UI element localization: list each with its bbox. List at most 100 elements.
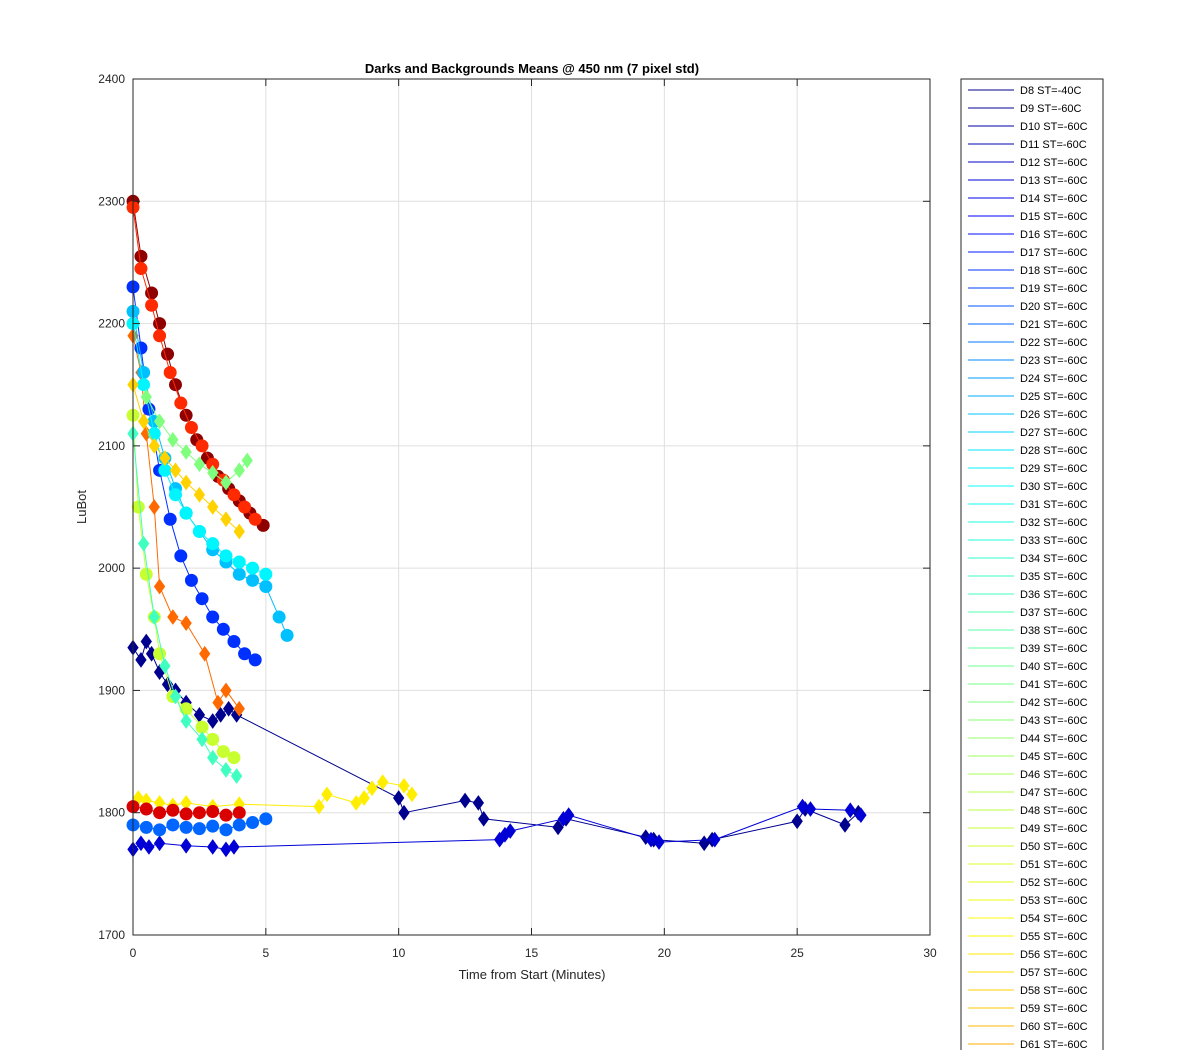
legend-item: D14 ST=-60C	[968, 193, 1088, 205]
legend-box	[960, 78, 1104, 1055]
legend-item: D51 ST=-60C	[968, 859, 1088, 871]
legend-label: D17 ST=-60C	[1020, 247, 1088, 259]
data-point	[504, 823, 516, 839]
data-point	[220, 682, 232, 699]
legend-item: D8 ST=-40C	[968, 85, 1081, 97]
legend-item: D17 ST=-60C	[968, 247, 1088, 259]
data-point	[148, 609, 160, 625]
legend-label: D55 ST=-60C	[1020, 931, 1088, 943]
data-point	[227, 751, 241, 765]
data-point	[246, 573, 260, 587]
data-point	[180, 444, 192, 460]
data-point	[153, 806, 167, 820]
data-point	[222, 700, 235, 717]
legend: D8 ST=-40C D9 ST=-60C D10 ST=-60C D11 ST=-6…	[960, 78, 1104, 1055]
legend-item: D31 ST=-60C	[968, 499, 1088, 511]
data-point	[180, 474, 192, 491]
data-point	[206, 804, 220, 818]
data-point	[174, 549, 188, 563]
legend-item: D10 ST=-60C	[968, 121, 1088, 133]
legend-item: D45 ST=-60C	[968, 751, 1088, 763]
legend-label: D14 ST=-60C	[1020, 193, 1088, 205]
data-point	[206, 819, 220, 833]
legend-label: D39 ST=-60C	[1020, 643, 1088, 655]
data-point	[153, 413, 166, 430]
legend-label: D37 ST=-60C	[1020, 607, 1088, 619]
data-point	[139, 567, 153, 581]
data-point	[241, 452, 253, 469]
data-point	[238, 500, 252, 514]
legend-item: D40 ST=-60C	[968, 661, 1088, 673]
x-tick-label: 30	[923, 946, 937, 960]
series-group	[127, 376, 245, 540]
legend-label: D57 ST=-60C	[1020, 967, 1088, 979]
legend-item: D15 ST=-60C	[968, 211, 1088, 223]
data-point	[131, 500, 145, 514]
series-group	[127, 798, 867, 858]
data-point	[233, 523, 245, 540]
legend-label: D40 ST=-60C	[1020, 661, 1088, 673]
legend-label: D33 ST=-60C	[1020, 535, 1088, 547]
data-point	[248, 653, 262, 667]
data-point	[158, 463, 172, 477]
legend-label: D61 ST=-60C	[1020, 1039, 1088, 1050]
legend-label: D53 ST=-60C	[1020, 895, 1088, 907]
legend-label: D31 ST=-60C	[1020, 499, 1088, 511]
legend-item: D57 ST=-60C	[968, 967, 1088, 979]
data-point	[844, 802, 856, 819]
legend-label: D46 ST=-60C	[1020, 769, 1088, 781]
x-tick-label: 10	[392, 946, 406, 960]
legend-label: D20 ST=-60C	[1020, 301, 1088, 313]
data-point	[313, 798, 325, 815]
x-tick-label: 5	[262, 946, 269, 960]
data-point	[137, 378, 151, 392]
legend-label: D42 ST=-60C	[1020, 697, 1088, 709]
legend-label: D41 ST=-60C	[1020, 679, 1088, 691]
data-point	[153, 329, 167, 343]
data-point	[233, 462, 245, 479]
legend-label: D36 ST=-60C	[1020, 589, 1088, 601]
legend-item: D38 ST=-60C	[968, 625, 1088, 637]
series-group	[127, 425, 243, 784]
series-layer	[126, 194, 867, 858]
data-point	[377, 774, 389, 790]
legend-label: D56 ST=-60C	[1020, 949, 1088, 961]
legend-item: D26 ST=-60C	[968, 409, 1088, 421]
data-point	[220, 511, 232, 528]
legend-label: D25 ST=-60C	[1020, 391, 1088, 403]
y-tick-label: 1800	[98, 806, 125, 820]
data-point	[137, 535, 150, 552]
data-point	[215, 707, 227, 723]
y-tick-label: 2100	[98, 439, 125, 453]
data-point	[192, 822, 206, 836]
legend-item: D48 ST=-60C	[968, 805, 1088, 817]
data-point	[259, 567, 273, 581]
data-point	[199, 645, 211, 662]
data-point	[140, 633, 152, 650]
legend-item: D42 ST=-60C	[968, 697, 1088, 709]
legend-item: D36 ST=-60C	[968, 589, 1088, 601]
y-tick-label: 2400	[98, 72, 125, 86]
data-point	[169, 488, 183, 502]
series-group	[126, 408, 241, 765]
legend-label: D54 ST=-60C	[1020, 913, 1088, 925]
legend-label: D18 ST=-60C	[1020, 265, 1088, 277]
legend-item: D37 ST=-60C	[968, 607, 1088, 619]
data-point	[193, 456, 206, 473]
data-point	[206, 610, 220, 624]
data-point	[219, 823, 233, 837]
legend-item: D52 ST=-60C	[968, 877, 1088, 889]
data-point	[169, 378, 183, 392]
data-point	[552, 819, 564, 836]
data-point	[246, 561, 260, 575]
data-point	[193, 486, 206, 503]
legend-label: D21 ST=-60C	[1020, 319, 1088, 331]
data-point	[180, 837, 192, 854]
legend-item: D59 ST=-60C	[968, 1003, 1088, 1015]
legend-item: D55 ST=-60C	[968, 931, 1088, 943]
data-point	[791, 813, 803, 830]
data-point	[230, 768, 243, 784]
data-point	[398, 804, 410, 821]
legend-item: D60 ST=-60C	[968, 1021, 1088, 1033]
